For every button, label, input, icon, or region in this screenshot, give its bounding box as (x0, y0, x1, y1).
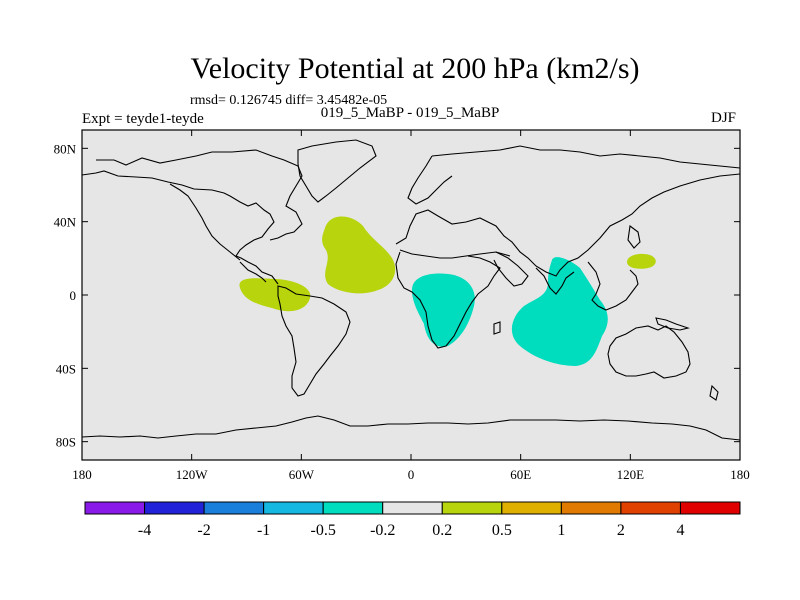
colorbar-swatch (263, 501, 324, 515)
y-tick-label: 40N (54, 215, 77, 230)
north-america-coastline (81, 170, 279, 285)
y-tick-label: 80S (56, 435, 76, 450)
rmsd-diff-stats: rmsd= 0.126745 diff= 3.45482e-05 (190, 93, 388, 108)
east-pacific-positive-anomaly (239, 278, 311, 312)
x-tick-label: 60W (289, 467, 315, 482)
eurasia-coastline (395, 173, 741, 277)
new-zealand-coastline (709, 384, 719, 401)
y-tick-label: 0 (70, 288, 77, 303)
colorbar-swatch (441, 501, 503, 515)
axes: 180 120W 60W 0 60E 120E 180 80N 40N 0 40S 80S (54, 130, 750, 482)
colorbar-label: 1 (557, 522, 565, 539)
arabia-coastline (493, 251, 529, 287)
colorbar-swatch (382, 501, 443, 515)
north-atlantic-positive-anomaly (322, 216, 396, 294)
colorbar-swatch (620, 501, 681, 515)
north-america-west-coastline (169, 183, 241, 261)
india-coastline (535, 267, 575, 295)
plot-title: Velocity Potential at 200 hPa (km2/s) (190, 52, 640, 85)
indian-ocean-negative-anomaly (511, 257, 608, 366)
colorbar-swatch (501, 501, 562, 515)
africa-coastline (395, 251, 501, 349)
canada-arctic-coastline (96, 149, 303, 241)
anomaly-layer (239, 216, 656, 366)
colorbar-swatch (84, 501, 146, 515)
colorbar-label: -4 (138, 522, 151, 539)
x-tick-label: 180 (730, 467, 750, 482)
y-tick-label: 80N (54, 141, 77, 156)
coastlines (81, 139, 741, 441)
colorbar-label: -2 (197, 522, 210, 539)
x-tick-label: 60E (510, 467, 531, 482)
colorbar: -4 -2 -1 -0.5 -0.2 0.2 0.5 1 2 4 (84, 501, 741, 539)
southeast-asia-coastline (587, 261, 639, 311)
scandinavia-coastline (407, 155, 453, 205)
season-label: DJF (711, 110, 737, 126)
new-guinea-coastline (655, 317, 690, 331)
greenland-coastline (297, 139, 377, 203)
colorbar-swatch (679, 501, 741, 515)
experiment-label: Expt = teyde1-teyde (82, 111, 204, 127)
mediterranean-coastline (399, 249, 511, 259)
colorbar-label: 0.5 (492, 522, 512, 539)
south-america-coastline (277, 285, 351, 397)
colorbar-label: 2 (617, 522, 625, 539)
colorbar-label: -0.2 (370, 522, 395, 539)
x-tick-label: 180 (72, 467, 92, 482)
map-background (82, 130, 740, 460)
period-label: 019_5_MaBP - 019_5_MaBP (320, 105, 500, 121)
australia-coastline (607, 325, 691, 379)
colorbar-label: -0.5 (311, 522, 336, 539)
colorbar-swatch (144, 501, 205, 515)
antarctica-coastline (81, 415, 741, 441)
colorbar-swatch (203, 501, 265, 515)
madagascar-coastline (493, 321, 501, 335)
colorbar-label: -1 (257, 522, 270, 539)
africa-negative-anomaly (412, 273, 475, 347)
west-pacific-positive-anomaly (627, 253, 656, 269)
siberia-arctic-coastline (431, 145, 741, 169)
y-tick-label: 40S (56, 361, 76, 376)
x-tick-label: 0 (408, 467, 415, 482)
japan-coastline (627, 225, 641, 249)
x-tick-label: 120W (176, 467, 209, 482)
x-tick-label: 120E (617, 467, 645, 482)
colorbar-swatch (560, 501, 622, 515)
central-america-coastline (239, 261, 267, 283)
colorbar-swatch (322, 501, 384, 515)
colorbar-label: 4 (676, 522, 684, 539)
colorbar-label: 0.2 (432, 522, 452, 539)
